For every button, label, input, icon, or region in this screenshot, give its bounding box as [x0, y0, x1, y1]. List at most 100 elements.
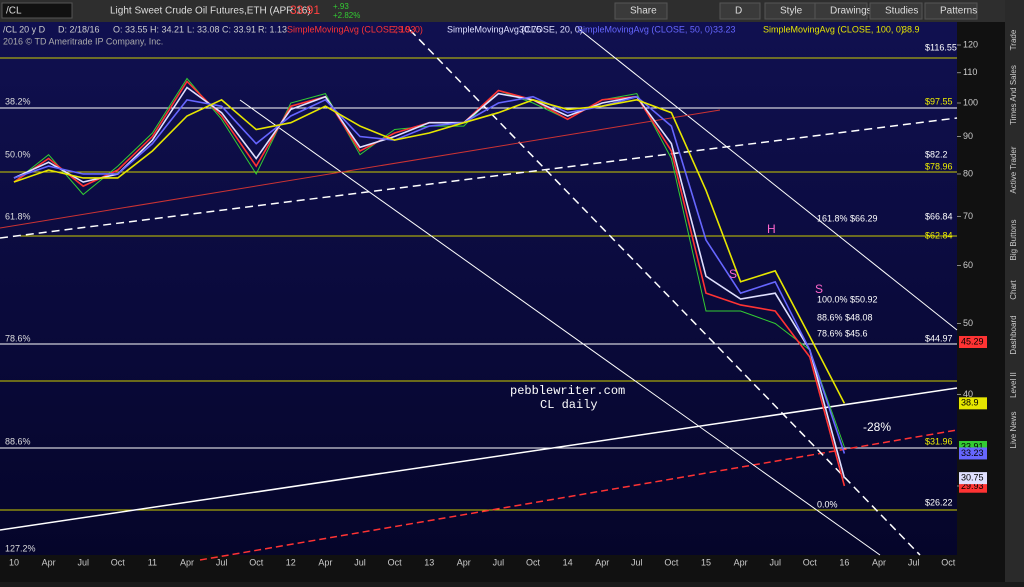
side-tab[interactable]: Chart [1009, 279, 1018, 299]
trend-line [0, 117, 958, 239]
price-label: $116.55 [925, 42, 957, 52]
x-axis-area [0, 555, 1005, 582]
series-line [13, 95, 846, 454]
x-tick-label: Apr [180, 557, 194, 567]
date: D: 2/18/16 [58, 24, 100, 34]
price-label: $26.22 [925, 497, 953, 507]
x-tick-label: Oct [111, 557, 126, 567]
price-label: $31.96 [925, 436, 953, 446]
y-tick-label: 120 [963, 39, 978, 49]
toolbar-button[interactable] [719, 2, 761, 20]
symbol-box[interactable] [1, 2, 73, 19]
x-tick-label: 12 [286, 557, 296, 567]
trend-line [0, 109, 721, 229]
x-tick-label: Jul [77, 557, 89, 567]
fib-label: 78.6% $45.6 [817, 328, 868, 338]
x-tick-label: 11 [148, 557, 157, 567]
legend-value: 38.9 [902, 24, 920, 34]
fib-label: 161.8% $66.29 [817, 213, 878, 223]
price-tag [959, 447, 987, 460]
watermark: pebblewriter.com [510, 384, 625, 398]
x-tick-label: Apr [734, 557, 748, 567]
side-tab[interactable]: Big Buttons [1009, 220, 1018, 261]
y-tick-label: 60 [963, 260, 973, 270]
price-tag [959, 397, 987, 410]
price-label: $44.97 [925, 333, 953, 343]
price-label: $82.2 [925, 149, 948, 159]
x-tick-label: 10 [9, 557, 19, 567]
price-tag-label: 33.23 [961, 448, 984, 458]
legend-label: SimpleMovingAvg (CLOSE, 10, 0) [287, 24, 423, 34]
pattern-label: S [729, 267, 737, 281]
open: O: 33.55 [113, 24, 148, 34]
x-tick-label: Apr [42, 557, 56, 567]
side-tab[interactable]: Dashboard [1009, 315, 1018, 354]
toolbar-button-label[interactable]: Share [630, 6, 657, 17]
price-tag-label: 45.29 [961, 336, 984, 346]
low: L: 33.08 [187, 24, 220, 34]
subtitle: CL daily [540, 398, 598, 412]
x-tick-label: 14 [563, 557, 573, 567]
fib-label: 78.6% [5, 333, 31, 343]
side-tab[interactable]: Live News [1009, 412, 1018, 449]
range: R: 1.13 [258, 24, 287, 34]
toolbar-button-label[interactable]: Drawings [830, 6, 872, 17]
side-panel [1005, 0, 1024, 582]
trend-line [409, 29, 921, 556]
x-tick-label: Jul [216, 557, 228, 567]
pattern-label: S [815, 282, 823, 296]
legend-label: SimpleMovingAvg (CLOSE, 50, 0) [577, 24, 713, 34]
y-tick-label: 50 [963, 318, 973, 328]
side-tab[interactable]: Active Trader [1009, 146, 1018, 193]
trend-line [239, 99, 881, 556]
toolbar-button-label[interactable]: Studies [885, 6, 918, 17]
y-tick-label: 70 [963, 211, 973, 221]
price-tag-label: 29.93 [961, 481, 984, 491]
price-tag-label: 33.91 [961, 441, 984, 451]
side-tab[interactable]: Level II [1009, 372, 1018, 398]
x-tick-label: Apr [318, 557, 332, 567]
x-tick-label: 16 [839, 557, 849, 567]
close: C: 33.91 [222, 24, 256, 34]
toolbar-button[interactable] [814, 2, 868, 20]
side-tab[interactable]: Times And Sales [1009, 65, 1018, 125]
y-tick-label: 80 [963, 168, 973, 178]
fib-label: 38.2% [5, 96, 31, 106]
x-tick-label: 15 [701, 557, 711, 567]
x-tick-label: Jul [908, 557, 920, 567]
x-tick-label: Oct [941, 557, 956, 567]
side-tab[interactable]: Trade [1009, 29, 1018, 50]
price-label: $62.84 [925, 230, 953, 240]
x-tick-label: Jul [493, 557, 505, 567]
fib-label: 100.0% $50.92 [817, 294, 878, 304]
x-tick-label: Jul [354, 557, 366, 567]
toolbar-button-label[interactable]: Style [780, 6, 803, 17]
price-tag-label: 30.75 [961, 472, 984, 482]
price-label: $66.84 [925, 211, 953, 221]
price-tag [959, 472, 987, 485]
trend-line [579, 29, 958, 331]
toolbar-button[interactable] [924, 2, 978, 20]
y-axis-area [957, 22, 1005, 555]
legend-label: SimpleMovingAvg (CLOSE, 100, 0) [763, 24, 904, 34]
toolbar-button[interactable] [614, 2, 668, 20]
legend-value: 33.23 [713, 24, 736, 34]
toolbar-button-label[interactable]: Patterns [940, 6, 977, 17]
fib-label: 61.8% [5, 211, 31, 221]
fib-label: 127.2% [5, 543, 36, 553]
legend-value: 30.75 [519, 24, 542, 34]
symbol: /CL [6, 6, 22, 17]
high: H: 34.21 [150, 24, 184, 34]
y-tick-label: 90 [963, 131, 973, 141]
fib-label: 88.6% [5, 436, 31, 446]
copyright: 2016 © TD Ameritrade IP Company, Inc. [3, 36, 163, 46]
x-tick-label: Apr [872, 557, 886, 567]
toolbar-button-label[interactable]: D [735, 6, 742, 17]
x-tick-label: Oct [803, 557, 818, 567]
toolbar-button[interactable] [869, 2, 923, 20]
series-line [13, 86, 846, 479]
x-tick-label: Apr [457, 557, 471, 567]
legend-value: 29.93 [393, 24, 416, 34]
pattern-label: H [767, 222, 776, 236]
